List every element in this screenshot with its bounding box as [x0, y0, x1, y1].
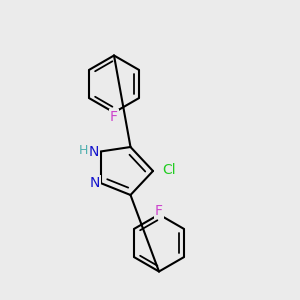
Text: N: N	[89, 145, 99, 158]
Text: F: F	[155, 204, 163, 218]
Text: F: F	[110, 110, 118, 124]
Text: N: N	[90, 176, 100, 190]
Text: H: H	[78, 144, 88, 158]
Text: Cl: Cl	[163, 163, 176, 176]
